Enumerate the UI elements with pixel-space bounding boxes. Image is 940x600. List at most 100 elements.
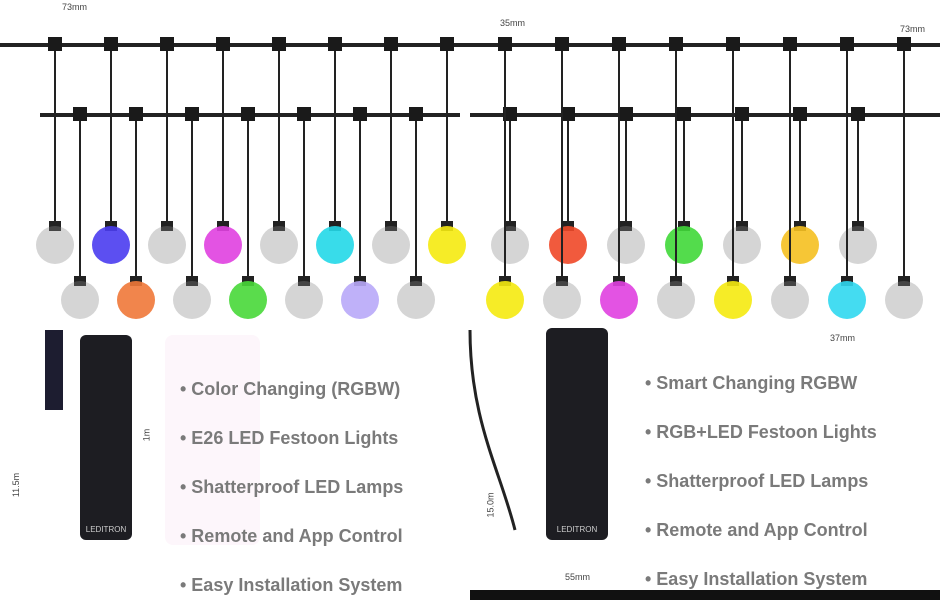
color-remote-pad (165, 335, 260, 545)
bulb-socket (73, 107, 87, 121)
bulb-base (784, 276, 796, 286)
dimension-label: 55mm (565, 572, 591, 582)
bulb-socket (48, 37, 62, 51)
bulb-base (186, 276, 198, 286)
feature-text: • E26 LED Festoon Lights (180, 428, 399, 448)
bulb-socket (897, 37, 911, 51)
bulb (173, 281, 211, 319)
bulb-socket (129, 107, 143, 121)
bulb (657, 281, 695, 319)
bulb-socket (840, 37, 854, 51)
bulb (607, 226, 645, 264)
bulb-socket (555, 37, 569, 51)
bulb-socket (185, 107, 199, 121)
bulb (341, 281, 379, 319)
power-cord (468, 329, 517, 531)
bulb (771, 281, 809, 319)
bulb (397, 281, 435, 319)
bulb-socket (503, 107, 517, 121)
bulb (285, 281, 323, 319)
remote-brand: LEDITRON (85, 525, 127, 534)
bulb (600, 281, 638, 319)
feature-text: • Easy Installation System (645, 569, 868, 589)
bulb-socket (783, 37, 797, 51)
feature-text: • RGB+LED Festoon Lights (645, 422, 877, 442)
remote-control-left: LEDITRON (80, 335, 132, 540)
bulb (885, 281, 923, 319)
bulb (36, 226, 74, 264)
feature-text: • Shatterproof LED Lamps (180, 477, 404, 497)
bulb (428, 226, 466, 264)
bulb-socket (297, 107, 311, 121)
bulb-socket (851, 107, 865, 121)
bulb-socket (793, 107, 807, 121)
bulb (839, 226, 877, 264)
bulb-base (670, 276, 682, 286)
bulb (665, 226, 703, 264)
bulb-socket (498, 37, 512, 51)
bulb-socket (353, 107, 367, 121)
bulb-base (504, 221, 516, 231)
bulb-socket (677, 107, 691, 121)
feature-text: • Remote and App Control (645, 520, 868, 540)
feature-text: • Easy Installation System (180, 575, 403, 595)
bottom-bar (470, 590, 940, 600)
bulb (148, 226, 186, 264)
bulb-base (74, 276, 86, 286)
power-adapter (45, 330, 63, 410)
bulb (486, 281, 524, 319)
dimension-label: 1m (141, 428, 152, 442)
bulb-base (852, 221, 864, 231)
bulb-socket (735, 107, 749, 121)
feature-text: • Shatterproof LED Lamps (645, 471, 869, 491)
bulb-socket (669, 37, 683, 51)
dimension-label: 37mm (830, 333, 856, 343)
bulb (316, 226, 354, 264)
bulb (229, 281, 267, 319)
dimension-label: 35mm (500, 18, 526, 28)
bulb-socket (384, 37, 398, 51)
dimension-label: 73mm (900, 24, 926, 34)
bulb-socket (612, 37, 626, 51)
feature-text: • Smart Changing RGBW (645, 373, 858, 393)
bulb (549, 226, 587, 264)
bulb-socket (409, 107, 423, 121)
bulb (92, 226, 130, 264)
bulb-socket (561, 107, 575, 121)
bulb-socket (216, 37, 230, 51)
bulb-socket (241, 107, 255, 121)
remote-control-right: LEDITRON (546, 328, 608, 540)
bulb (372, 226, 410, 264)
bulb (543, 281, 581, 319)
dimension-label: 73mm (62, 2, 88, 12)
bulb-socket (272, 37, 286, 51)
bulb (714, 281, 752, 319)
bulb (491, 226, 529, 264)
bulb-base (49, 221, 61, 231)
bulb-base (620, 221, 632, 231)
feature-text: • Remote and App Control (180, 526, 403, 546)
bulb (117, 281, 155, 319)
bulb (61, 281, 99, 319)
bulb-base (273, 221, 285, 231)
bulb (204, 226, 242, 264)
bulb-base (410, 276, 422, 286)
bulb-base (385, 221, 397, 231)
bulb-socket (619, 107, 633, 121)
dimension-label: 11.5m (11, 472, 22, 498)
bulb (723, 226, 761, 264)
bulb-socket (726, 37, 740, 51)
bulb (828, 281, 866, 319)
bulb (781, 226, 819, 264)
bulb-base (298, 276, 310, 286)
bulb-socket (440, 37, 454, 51)
remote-brand: LEDITRON (556, 525, 598, 534)
bulb-base (556, 276, 568, 286)
feature-text: • Color Changing (RGBW) (180, 379, 401, 399)
bulb-socket (104, 37, 118, 51)
bulb-socket (328, 37, 342, 51)
bulb-base (736, 221, 748, 231)
dimension-label: 15.0m (485, 492, 496, 518)
bulb-socket (160, 37, 174, 51)
